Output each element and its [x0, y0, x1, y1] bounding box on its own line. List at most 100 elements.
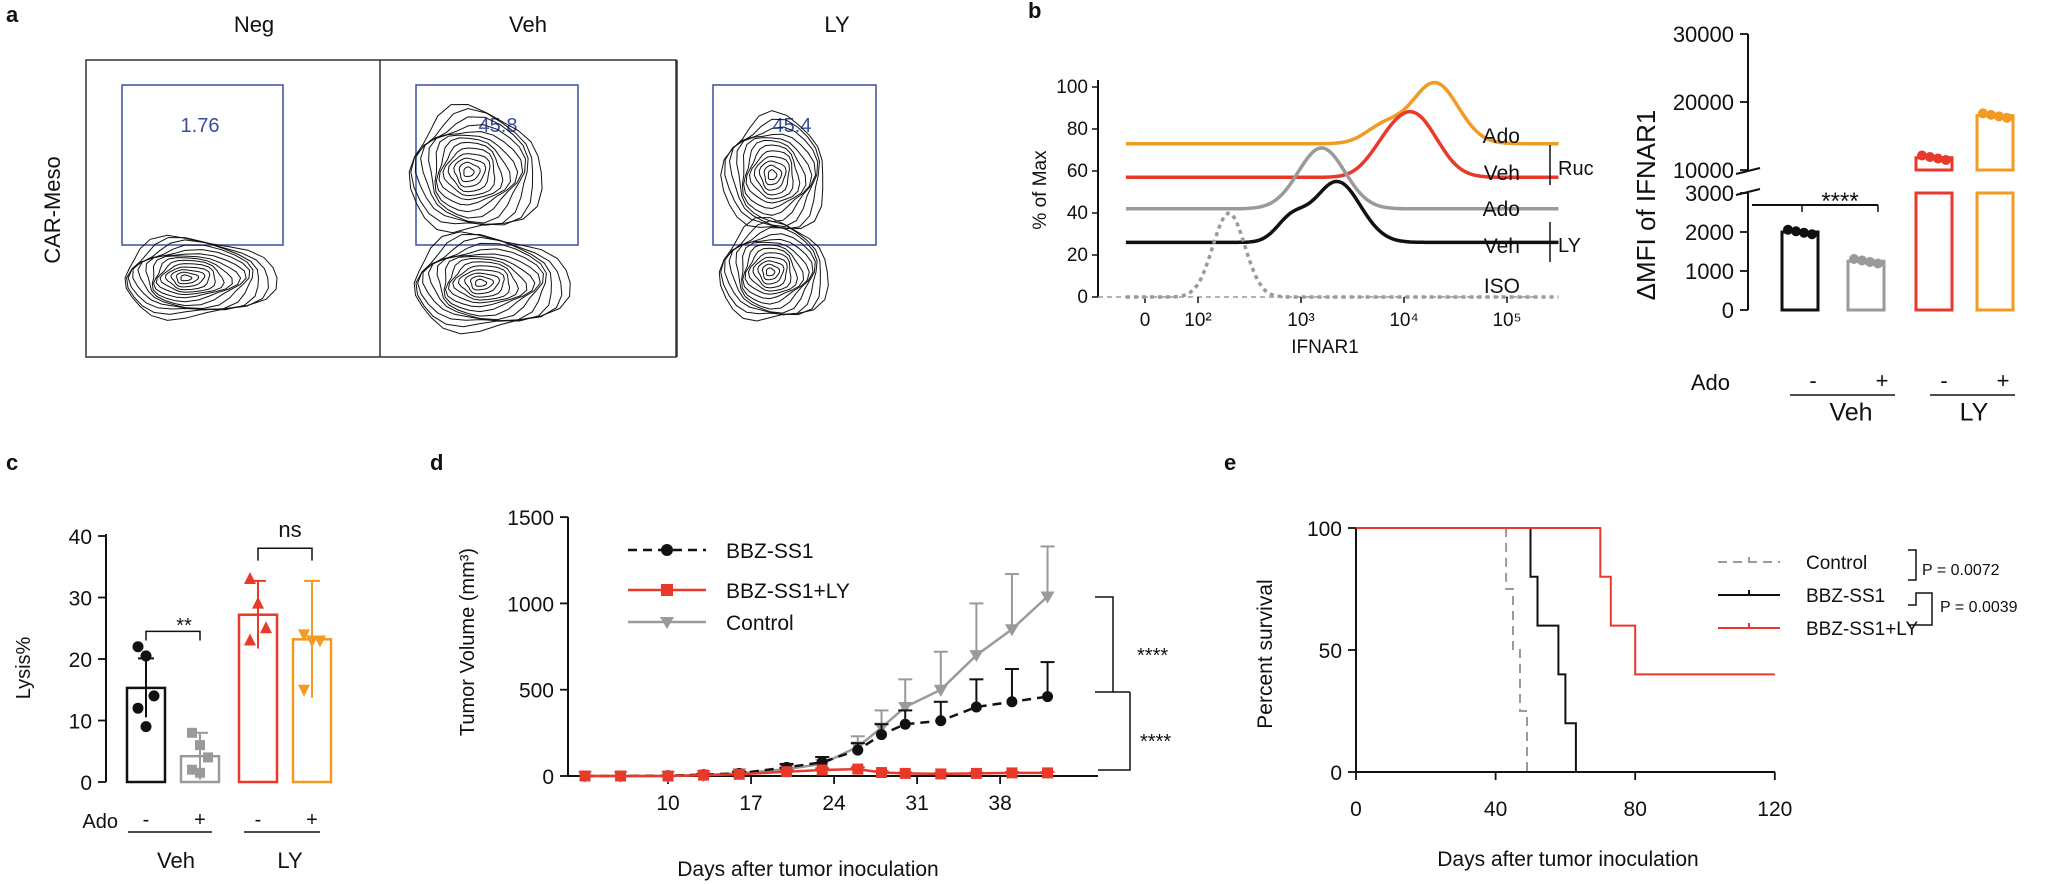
- data-point: [244, 633, 256, 646]
- data-point: [970, 701, 982, 713]
- contour-ly-lower: [752, 256, 788, 289]
- gate-value-veh: 45.8: [479, 115, 518, 137]
- ado-sign: +: [194, 809, 206, 831]
- data-point: [898, 701, 913, 714]
- x-tick-label: 10⁴: [1389, 310, 1418, 331]
- legend-marker: [661, 584, 673, 596]
- column-label-ly: LY: [824, 12, 850, 37]
- data-point: [1799, 227, 1809, 238]
- lysis-ylabel: Lysis%: [13, 636, 35, 699]
- y-tick-label: 3000: [1685, 181, 1734, 206]
- data-point: [1865, 257, 1875, 267]
- contour-veh-upper: [438, 141, 504, 201]
- data-point: [899, 767, 911, 779]
- data-point: [935, 768, 947, 780]
- ado-sign: +: [306, 809, 318, 831]
- contour-veh-lower: [443, 255, 536, 313]
- panel-letter-c: c: [6, 450, 18, 475]
- contour-ly-upper: [728, 126, 819, 228]
- contour-veh-lower: [469, 275, 494, 291]
- ado-sign: +: [1876, 368, 1889, 393]
- contour-veh-upper: [447, 153, 491, 193]
- histogram-ylabel: % of Max: [1030, 150, 1051, 230]
- x-tick-label: 80: [1624, 798, 1647, 821]
- y-tick-label: 20000: [1673, 90, 1734, 115]
- contour-neg: [145, 253, 247, 307]
- data-point: [298, 684, 310, 697]
- y-tick-label: 2000: [1685, 220, 1734, 245]
- significance-bracket: [1098, 692, 1131, 771]
- histogram-curve: [1125, 146, 1559, 211]
- contour-veh-upper: [428, 131, 524, 219]
- y-tick-label: 40: [1067, 203, 1088, 224]
- contour-veh-lower: [457, 269, 505, 298]
- contour-ly-upper: [743, 139, 807, 210]
- tumor-ylabel: Tumor Volume (mm³): [457, 548, 479, 736]
- contour-veh-upper: [408, 103, 543, 234]
- histogram-curves: [1125, 80, 1559, 299]
- data-point: [1873, 258, 1883, 269]
- panel-a-frame: [85, 59, 677, 358]
- data-point: [1941, 155, 1951, 166]
- legend-label: BBZ-SS1: [1806, 586, 1885, 607]
- contour-veh-lower: [413, 231, 571, 335]
- contour-veh-lower: [464, 272, 501, 295]
- contour-ly-upper: [736, 133, 817, 223]
- ado-sign: -: [1940, 368, 1947, 393]
- y-tick-label: 1000: [507, 593, 554, 616]
- data-point: [876, 767, 887, 779]
- data-point: [1986, 109, 1996, 120]
- panel-c-bar-chart: Lysis% 0 10 20 30 40 ** ns Ado - + - + Veh L…: [13, 517, 333, 873]
- significance-ly: ****: [1140, 731, 1171, 753]
- panel-letter-e: e: [1224, 450, 1236, 475]
- curve-label: Ado: [1483, 198, 1520, 221]
- y-tick-label: 0: [1722, 298, 1734, 323]
- bar: [1780, 230, 1820, 312]
- y-tick-label: 0: [542, 766, 554, 789]
- y-tick-label: 10000: [1673, 158, 1734, 183]
- survival-ylabel: Percent survival: [1254, 579, 1277, 728]
- contour-ly-lower: [744, 247, 799, 295]
- panel-a-ylabel: CAR-Meso: [40, 156, 65, 264]
- x-tick-label: 40: [1484, 798, 1507, 821]
- data-point: [698, 769, 710, 781]
- y-tick-label: 50: [1319, 640, 1342, 663]
- x-tick-label: 38: [988, 792, 1011, 815]
- contour-veh-lower: [452, 265, 511, 301]
- data-point: [298, 629, 310, 642]
- data-point: [662, 770, 674, 782]
- contour-ly-upper: [767, 169, 778, 180]
- panel-letter-b: b: [1028, 0, 1041, 23]
- data-point: [1925, 152, 1935, 163]
- data-point: [1040, 591, 1055, 604]
- bar: [1975, 114, 2015, 172]
- contour-ly-upper: [748, 150, 794, 200]
- y-tick-label: 80: [1067, 119, 1088, 140]
- data-point: [252, 596, 264, 609]
- survival-ticks: 0 50 100 0 40 80 120: [1307, 518, 1792, 821]
- contour-veh-lower: [436, 253, 541, 317]
- x-tick-label: 17: [739, 792, 762, 815]
- lysis-ticks: 0 10 20 30 40: [69, 526, 106, 795]
- x-tick-label: 10⁵: [1492, 310, 1521, 331]
- lysis-ado-label: Ado: [82, 811, 118, 833]
- panel-d-line-chart: Tumor Volume (mm³) Days after tumor inoc…: [457, 507, 1171, 881]
- data-point: [1933, 153, 1943, 164]
- ado-sign: -: [255, 809, 262, 831]
- contour-neg: [151, 255, 242, 303]
- contour-veh-lower: [422, 242, 547, 322]
- contour-neg: [164, 266, 211, 291]
- pvalue-1: P = 0.0072: [1922, 562, 2000, 579]
- data-point: [187, 764, 197, 775]
- data-point: [1783, 224, 1793, 235]
- contour-veh-lower: [444, 257, 528, 308]
- y-tick-label: 40: [69, 526, 92, 549]
- contour-veh-upper: [410, 107, 534, 226]
- data-point: [1006, 767, 1018, 779]
- contour-veh-upper: [420, 124, 527, 224]
- panel-b-histogram: % of Max IFNAR1 0 20 40 60 80 100 0 10² 10³ 10⁴ 10…: [1030, 77, 1594, 358]
- significance-bracket: [1095, 596, 1114, 693]
- histogram-curve: [1125, 179, 1559, 245]
- data-point: [1849, 254, 1859, 264]
